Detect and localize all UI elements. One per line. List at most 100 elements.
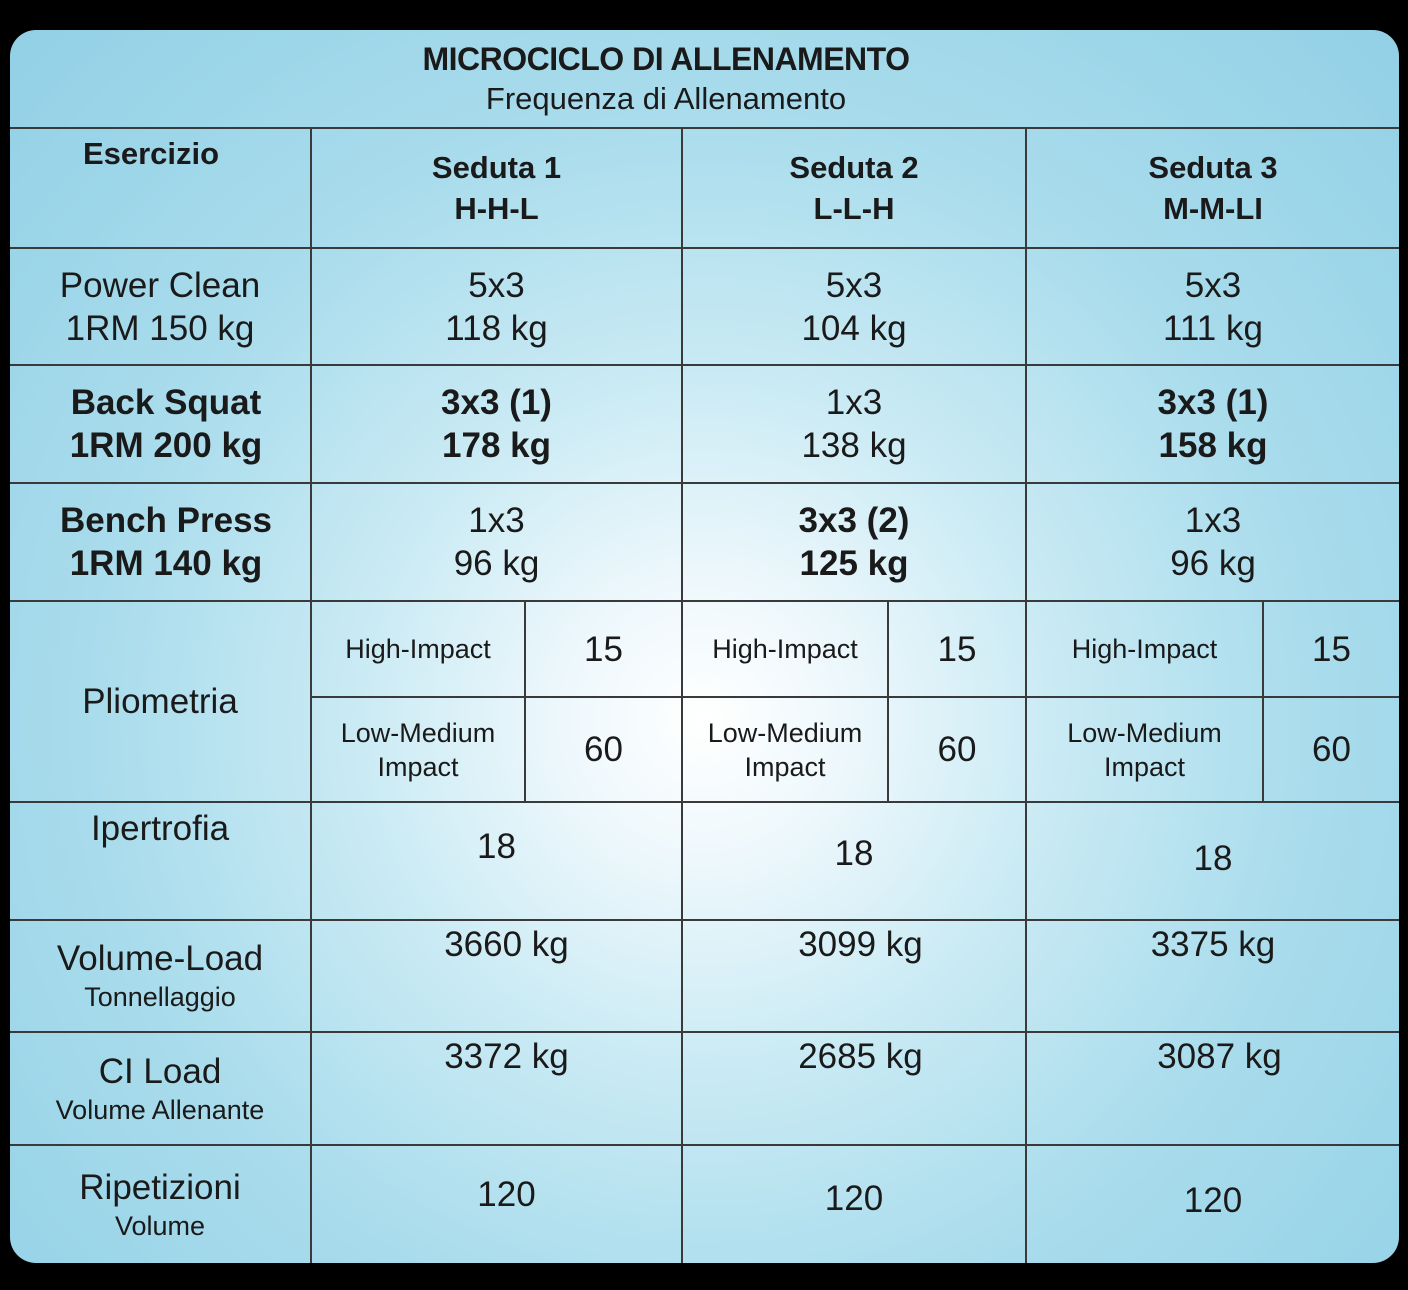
table-cell: 1x3 96 kg bbox=[1027, 484, 1399, 600]
load-value: 138 kg bbox=[801, 426, 907, 465]
divider bbox=[10, 1031, 1399, 1033]
metric-name: Volume-Load bbox=[56, 939, 264, 978]
table-cell: High-Impact bbox=[683, 602, 887, 696]
session-name: Seduta 1 bbox=[431, 150, 562, 185]
cell-value: 120 bbox=[477, 1174, 536, 1214]
cell-value: 3099 kg bbox=[798, 924, 923, 964]
set-scheme: 5x3 bbox=[1184, 265, 1242, 305]
table-cell: 3x3 (1) 178 kg bbox=[312, 366, 681, 482]
table-cell: 3x3 (2) 125 kg bbox=[683, 484, 1025, 600]
set-scheme: 1x3 bbox=[1184, 501, 1242, 540]
divider bbox=[10, 1144, 1399, 1146]
table-cell: 18 bbox=[312, 803, 681, 889]
exercise-name: Pliometria bbox=[82, 682, 238, 721]
table-title-block: MICROCICLO DI ALLENAMENTO Frequenza di A… bbox=[310, 36, 1022, 122]
row-label-ripetizioni: Ripetizioni Volume bbox=[10, 1146, 310, 1263]
impact-value: 15 bbox=[584, 629, 623, 669]
page-title: MICROCICLO DI ALLENAMENTO bbox=[422, 41, 910, 77]
row-label-pliometria: Pliometria bbox=[10, 602, 310, 801]
metric-name: CI Load bbox=[98, 1051, 222, 1091]
impact-label: Low-Medium bbox=[340, 717, 496, 748]
table-cell: Low-Medium Impact bbox=[683, 698, 887, 801]
cell-value: 3087 kg bbox=[1157, 1036, 1282, 1076]
cell-value: 18 bbox=[477, 826, 516, 866]
table-cell: 2685 kg bbox=[683, 1033, 1038, 1079]
cell-value: 3660 kg bbox=[444, 924, 569, 964]
session-code: H-H-L bbox=[454, 191, 539, 226]
divider bbox=[10, 127, 1399, 129]
table-cell: 3x3 (1) 158 kg bbox=[1027, 366, 1399, 482]
exercise-1rm: 1RM 140 kg bbox=[69, 544, 263, 583]
cell-value: 120 bbox=[824, 1178, 884, 1218]
row-label-ci-load: CI Load Volume Allenante bbox=[10, 1033, 310, 1144]
table-cell: 3099 kg bbox=[683, 921, 1038, 967]
table-cell: 120 bbox=[332, 1146, 681, 1242]
impact-label: Low-Medium bbox=[1067, 717, 1222, 748]
divider bbox=[10, 600, 1399, 602]
training-table: MICROCICLO DI ALLENAMENTO Frequenza di A… bbox=[10, 30, 1399, 1263]
set-scheme: 3x3 (1) bbox=[441, 383, 552, 422]
divider bbox=[10, 801, 1399, 803]
table-cell: 15 bbox=[526, 602, 681, 696]
load-value: 96 kg bbox=[453, 544, 540, 583]
header-exercise-label: Esercizio bbox=[82, 135, 220, 171]
table-cell: Low-Medium Impact bbox=[1027, 698, 1262, 801]
load-value: 96 kg bbox=[1170, 544, 1256, 583]
cell-value: 120 bbox=[1183, 1180, 1243, 1220]
table-cell: 3087 kg bbox=[1027, 1033, 1399, 1079]
impact-label: Impact bbox=[1103, 751, 1186, 782]
table-cell: Low-Medium Impact bbox=[312, 698, 524, 801]
table-cell: 18 bbox=[683, 803, 1025, 903]
table-cell: 120 bbox=[1027, 1146, 1399, 1254]
header-exercise: Esercizio bbox=[10, 130, 292, 176]
cell-value: 2685 kg bbox=[798, 1036, 923, 1076]
set-scheme: 5x3 bbox=[468, 265, 525, 305]
impact-value: 15 bbox=[1312, 629, 1351, 669]
impact-label: High-Impact bbox=[712, 634, 858, 664]
row-label-bench-press: Bench Press 1RM 140 kg bbox=[10, 484, 322, 600]
table-cell: 60 bbox=[526, 698, 681, 801]
session-code: M-M-LI bbox=[1163, 191, 1263, 226]
exercise-1rm: 1RM 200 kg bbox=[69, 426, 263, 465]
load-value: 111 kg bbox=[1163, 308, 1263, 348]
set-scheme: 3x3 (2) bbox=[798, 501, 910, 540]
set-scheme: 1x3 bbox=[468, 501, 525, 540]
impact-value: 60 bbox=[584, 730, 623, 769]
session-name: Seduta 3 bbox=[1148, 150, 1278, 185]
table-cell: 15 bbox=[1264, 602, 1399, 696]
header-session-2: Seduta 2 L-L-H bbox=[683, 129, 1025, 247]
table-cell: 5x3 104 kg bbox=[683, 249, 1025, 364]
divider bbox=[10, 364, 1399, 366]
divider bbox=[10, 482, 1399, 484]
divider bbox=[1025, 128, 1027, 1263]
divider bbox=[10, 247, 1399, 249]
divider bbox=[10, 919, 1399, 921]
row-label-power-clean: Power Clean 1RM 150 kg bbox=[10, 249, 310, 364]
impact-label: High-Impact bbox=[345, 634, 491, 664]
divider bbox=[887, 601, 889, 802]
table-cell: 1x3 138 kg bbox=[683, 366, 1025, 482]
table-cell: 1x3 96 kg bbox=[312, 484, 681, 600]
impact-label: Low-Medium bbox=[707, 717, 863, 748]
metric-name: Ripetizioni bbox=[79, 1167, 241, 1207]
set-scheme: 1x3 bbox=[825, 383, 883, 422]
divider bbox=[681, 128, 683, 1263]
exercise-name: Ipertrofia bbox=[90, 808, 230, 848]
impact-label: High-Impact bbox=[1071, 634, 1218, 664]
exercise-name: Bench Press bbox=[59, 501, 273, 540]
metric-subtitle: Tonnellaggio bbox=[84, 982, 236, 1012]
table-cell: 3660 kg bbox=[332, 921, 681, 967]
impact-label: Impact bbox=[377, 751, 459, 782]
table-cell: 60 bbox=[1264, 698, 1399, 801]
load-value: 178 kg bbox=[442, 426, 551, 465]
metric-subtitle: Volume bbox=[114, 1210, 206, 1241]
table-cell: 60 bbox=[889, 698, 1025, 801]
table-cell: 15 bbox=[889, 602, 1025, 696]
table-cell: 3375 kg bbox=[1027, 921, 1399, 967]
session-code: L-L-H bbox=[813, 191, 895, 226]
cell-value: 3372 kg bbox=[444, 1036, 569, 1076]
metric-subtitle: Volume Allenante bbox=[55, 1094, 265, 1125]
header-session-3: Seduta 3 M-M-LI bbox=[1027, 129, 1399, 247]
table-cell: 3372 kg bbox=[332, 1033, 681, 1079]
table-cell: 18 bbox=[1027, 803, 1399, 913]
